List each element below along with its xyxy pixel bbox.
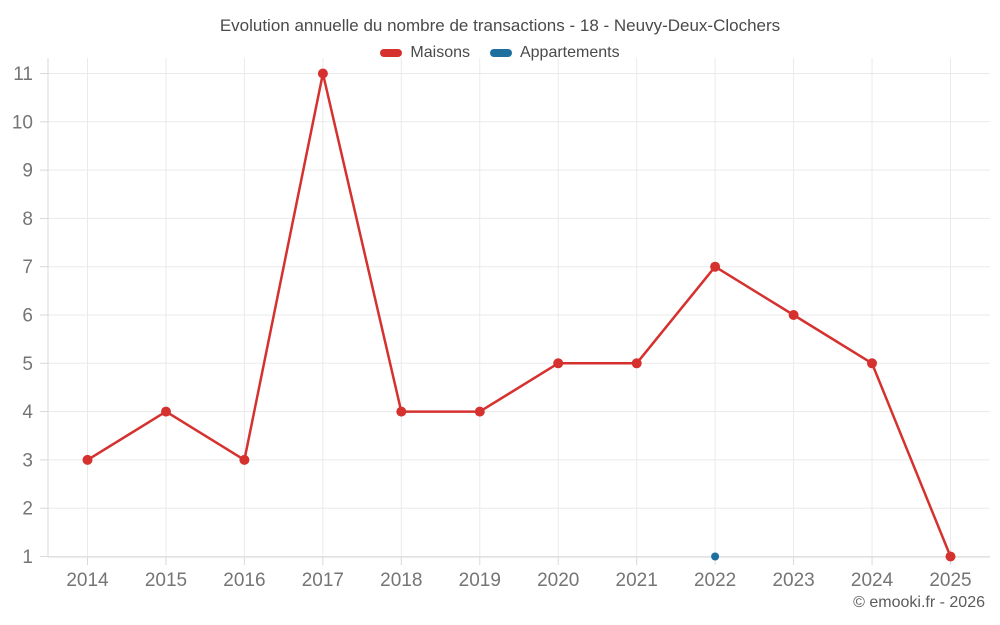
y-axis-label: 11 (13, 64, 33, 85)
series-line-maisons (86, 72, 952, 558)
data-point-maisons-2022[interactable] (710, 261, 721, 272)
legend-swatch-maisons-icon (380, 49, 403, 57)
legend-label-appartements: Appartements (519, 44, 620, 61)
legend-item-appartements[interactable]: Appartements (489, 44, 620, 62)
data-point-maisons-2024[interactable] (867, 358, 877, 369)
data-point-maisons-2023[interactable] (788, 310, 799, 320)
y-axis-label: 5 (22, 354, 33, 375)
x-axis-label: 2016 (223, 570, 265, 591)
legend-swatch-appartements-icon (489, 49, 512, 57)
data-point-maisons-2019[interactable] (474, 406, 485, 417)
data-point-maisons-2020[interactable] (553, 358, 564, 369)
x-axis-label: 2017 (302, 570, 344, 591)
x-axis-label: 2019 (459, 570, 501, 591)
y-axis-label: 7 (22, 257, 33, 278)
y-axis-label: 3 (22, 450, 33, 471)
data-point-maisons-2016[interactable] (239, 454, 250, 465)
y-axis-label: 10 (12, 112, 33, 133)
data-point-appartements-2022[interactable] (711, 552, 720, 561)
x-axis-label: 2021 (616, 570, 658, 591)
legend-label-maisons: Maisons (410, 44, 470, 61)
x-axis-label: 2023 (772, 570, 814, 591)
legend: Maisons Appartements (0, 44, 1000, 62)
x-axis-label: 2020 (537, 570, 579, 591)
y-axis-label: 2 (22, 499, 33, 520)
data-point-maisons-2015[interactable] (161, 406, 171, 417)
data-point-maisons-2017[interactable] (317, 68, 328, 79)
copyright-text: © emooki.fr - 2026 (853, 594, 985, 611)
y-axis-label: 6 (22, 306, 33, 327)
data-point-maisons-2021[interactable] (631, 358, 642, 369)
legend-item-maisons[interactable]: Maisons (380, 44, 470, 62)
data-point-maisons-2014[interactable] (82, 454, 93, 465)
x-axis-label: 2025 (929, 570, 971, 591)
y-axis-label: 1 (22, 547, 33, 568)
x-axis-label: 2015 (145, 570, 187, 591)
data-point-maisons-2018[interactable] (396, 406, 407, 417)
y-axis-label: 9 (22, 161, 33, 182)
chart-title: Evolution annuelle du nombre de transact… (219, 16, 781, 35)
x-axis-label: 2018 (380, 570, 422, 591)
y-axis-label: 4 (22, 402, 33, 423)
x-axis-label: 2024 (851, 570, 894, 591)
x-axis-label: 2014 (66, 570, 109, 591)
y-axis-label: 8 (22, 209, 33, 230)
data-point-maisons-2025[interactable] (945, 551, 956, 562)
x-axis-label: 2022 (694, 570, 736, 591)
